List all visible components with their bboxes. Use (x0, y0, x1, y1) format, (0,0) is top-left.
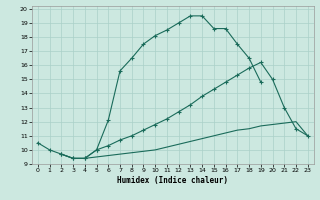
X-axis label: Humidex (Indice chaleur): Humidex (Indice chaleur) (117, 176, 228, 185)
